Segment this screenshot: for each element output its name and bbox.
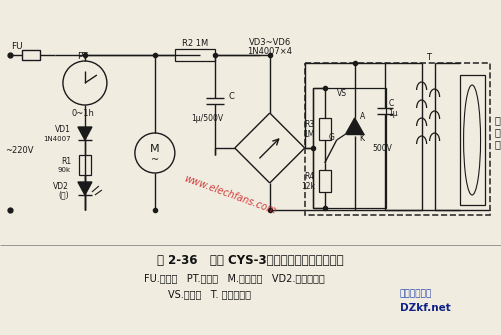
Text: 500V: 500V	[372, 143, 392, 152]
Text: 氧: 氧	[493, 127, 499, 137]
Text: PT: PT	[77, 52, 88, 61]
Bar	[174, 49, 214, 61]
Text: VS: VS	[336, 88, 346, 97]
Text: 0~1h: 0~1h	[71, 109, 94, 118]
Text: 12k: 12k	[300, 182, 314, 191]
Text: VS.晶闸管   T. 高压变压器: VS.晶闸管 T. 高压变压器	[168, 289, 251, 299]
Text: 1N4007×4: 1N4007×4	[247, 47, 292, 56]
Text: 电子开发社区: 电子开发社区	[399, 289, 431, 298]
Polygon shape	[345, 118, 363, 134]
Text: 1N4007: 1N4007	[43, 136, 71, 142]
Text: (红): (红)	[58, 191, 69, 200]
Text: ~220V: ~220V	[5, 145, 34, 154]
Text: A: A	[359, 112, 364, 121]
Text: VD1: VD1	[55, 125, 71, 134]
Text: 图 2-36   宝利 CYS-3型茶具臭氧消毒柜电路图: 图 2-36 宝利 CYS-3型茶具臭氧消毒柜电路图	[157, 255, 343, 268]
Text: 管: 管	[493, 139, 499, 149]
Text: K: K	[359, 134, 364, 142]
Text: 臭: 臭	[493, 115, 499, 125]
Text: FU: FU	[11, 42, 23, 51]
Text: 90k: 90k	[58, 167, 71, 173]
Text: www.elechfans.com: www.elechfans.com	[182, 174, 277, 216]
Text: DZkf.net: DZkf.net	[399, 303, 449, 313]
Bar	[318, 170, 330, 192]
Text: T: T	[425, 53, 430, 62]
Bar	[79, 155, 91, 175]
Text: R2 1M: R2 1M	[181, 39, 207, 48]
Bar	[304, 63, 488, 215]
Text: 1M: 1M	[303, 130, 314, 138]
Text: 1μ/500V: 1μ/500V	[190, 114, 222, 123]
Text: ~: ~	[150, 155, 159, 165]
Text: R3: R3	[304, 120, 314, 129]
Text: G: G	[328, 133, 334, 141]
Polygon shape	[78, 182, 92, 195]
Bar	[318, 118, 330, 140]
Text: R4: R4	[304, 172, 314, 181]
Text: VD2: VD2	[53, 182, 69, 191]
Bar	[22, 50, 40, 60]
Text: 1μ: 1μ	[388, 109, 397, 118]
Polygon shape	[78, 127, 92, 140]
Text: VD3~VD6: VD3~VD6	[248, 38, 290, 47]
Bar	[459, 75, 483, 205]
Text: R1: R1	[61, 156, 71, 165]
Text: C: C	[388, 98, 393, 108]
Bar	[312, 88, 385, 208]
Text: C: C	[228, 91, 234, 100]
Text: M: M	[150, 144, 159, 154]
Text: FU.熔断器   PT.定时器   M.风扇电机   VD2.电源指示灯: FU.熔断器 PT.定时器 M.风扇电机 VD2.电源指示灯	[144, 273, 325, 283]
